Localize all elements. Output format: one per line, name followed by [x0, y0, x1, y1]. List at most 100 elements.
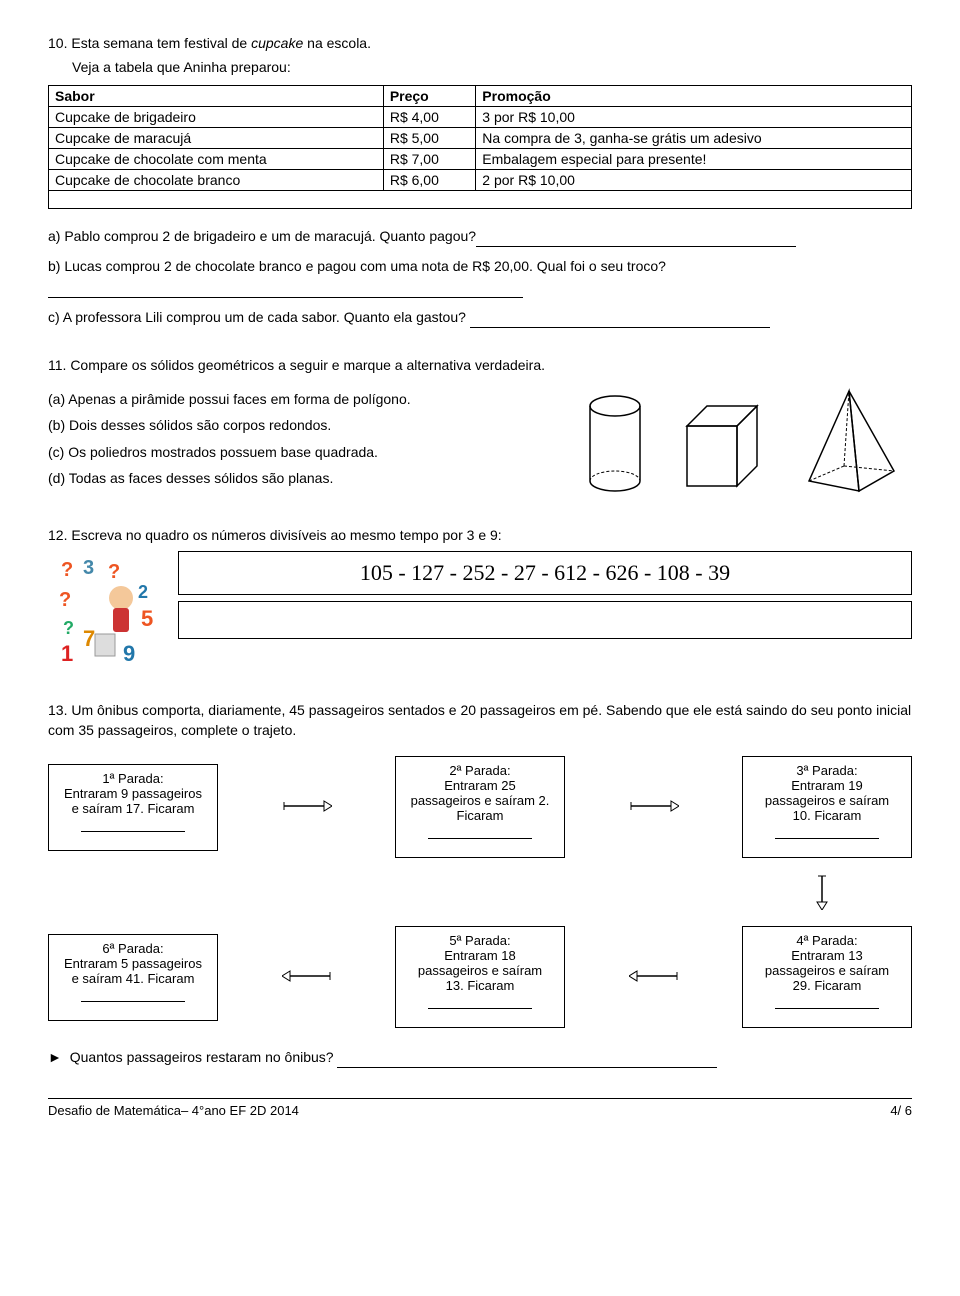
table-row: Cupcake de brigadeiro R$ 4,00 3 por R$ 1…	[49, 107, 912, 128]
svg-text:?: ?	[108, 561, 120, 583]
table-row: Cupcake de chocolate com menta R$ 7,00 E…	[49, 149, 912, 170]
parada-title: 3ª Parada:	[755, 763, 899, 778]
cell: Cupcake de chocolate branco	[49, 170, 384, 191]
table-row: Cupcake de maracujá R$ 5,00 Na compra de…	[49, 128, 912, 149]
parada-body: Entraram 13 passageiros e saíram 29. Fic…	[755, 948, 899, 993]
q10-b: b) Lucas comprou 2 de chocolate branco e…	[48, 257, 912, 277]
q11-row: (a) Apenas a pirâmide possui faces em fo…	[48, 386, 912, 506]
q12-title: 12. Escreva no quadro os números divisív…	[48, 526, 912, 546]
blank-line[interactable]	[337, 1054, 717, 1068]
cell: R$ 4,00	[383, 107, 475, 128]
q11-opt-d[interactable]: (d) Todas as faces desses sólidos são pl…	[48, 465, 572, 492]
cell: 2 por R$ 10,00	[476, 170, 912, 191]
svg-text:?: ?	[59, 589, 71, 611]
pyramid-icon	[794, 386, 904, 506]
q13-final: ► Quantos passageiros restaram no ônibus…	[48, 1048, 912, 1068]
table-empty-row	[49, 191, 912, 209]
parada-3: 3ª Parada: Entraram 19 passageiros e saí…	[742, 756, 912, 858]
parada-4: 4ª Parada: Entraram 13 passageiros e saí…	[742, 926, 912, 1028]
parada-body: Entraram 25 passageiros e saíram 2. Fica…	[408, 778, 552, 823]
q10-title-italic: cupcake	[251, 35, 303, 51]
cube-icon	[667, 391, 777, 501]
cell: Cupcake de brigadeiro	[49, 107, 384, 128]
cell: Embalagem especial para presente!	[476, 149, 912, 170]
q12-boxes: 105 - 127 - 252 - 27 - 612 - 626 - 108 -…	[178, 551, 912, 645]
q10-c: c) A professora Lili comprou um de cada …	[48, 308, 912, 328]
cell: R$ 5,00	[383, 128, 475, 149]
q11-shapes	[572, 386, 912, 506]
blank-line[interactable]	[775, 997, 879, 1009]
page-footer: Desafio de Matemática– 4°ano EF 2D 2014 …	[48, 1098, 912, 1118]
cell: R$ 6,00	[383, 170, 475, 191]
svg-text:2: 2	[138, 582, 148, 602]
cupcake-table: Sabor Preço Promoção Cupcake de brigadei…	[48, 85, 912, 209]
cell: 3 por R$ 10,00	[476, 107, 912, 128]
parada-title: 1ª Parada:	[61, 771, 205, 786]
arrow-down-icon	[812, 874, 832, 910]
q10-title-a: 10. Esta semana tem festival de	[48, 35, 251, 51]
parada-body: Entraram 9 passageiros e saíram 17. Fica…	[61, 786, 205, 816]
q10-a-text: a) Pablo comprou 2 de brigadeiro e um de…	[48, 228, 476, 244]
blank-line[interactable]	[48, 280, 523, 298]
parada-6: 6ª Parada: Entraram 5 passageiros e saír…	[48, 934, 218, 1021]
parada-title: 4ª Parada:	[755, 933, 899, 948]
parada-title: 6ª Parada:	[61, 941, 205, 956]
cell: Na compra de 3, ganha-se grátis um adesi…	[476, 128, 912, 149]
blank-line[interactable]	[476, 233, 796, 247]
q11-title: 11. Compare os sólidos geométricos a seg…	[48, 356, 912, 376]
q12-row: ? 3 ? 2 ? 5 ? 7 1 9 105 - 127 - 252 - 27…	[48, 551, 912, 671]
q10-title: 10. Esta semana tem festival de cupcake …	[48, 34, 912, 54]
svg-text:5: 5	[141, 606, 153, 631]
cylinder-icon	[580, 391, 650, 501]
svg-text:9: 9	[123, 641, 135, 666]
q10-a: a) Pablo comprou 2 de brigadeiro e um de…	[48, 227, 912, 247]
blank-line[interactable]	[470, 314, 770, 328]
table-header-row: Sabor Preço Promoção	[49, 86, 912, 107]
svg-text:7: 7	[83, 626, 95, 651]
arrow-left-icon	[282, 966, 332, 989]
parada-body: Entraram 18 passageiros e saíram 13. Fic…	[408, 948, 552, 993]
parada-1: 1ª Parada: Entraram 9 passageiros e saír…	[48, 764, 218, 851]
parada-title: 2ª Parada:	[408, 763, 552, 778]
th-sabor: Sabor	[49, 86, 384, 107]
q11-opt-b[interactable]: (b) Dois desses sólidos são corpos redon…	[48, 412, 572, 439]
q11-opt-a[interactable]: (a) Apenas a pirâmide possui faces em fo…	[48, 386, 572, 413]
footer-right: 4/ 6	[890, 1103, 912, 1118]
blank-line[interactable]	[428, 997, 532, 1009]
q10-title-c: na escola.	[303, 35, 371, 51]
th-promo: Promoção	[476, 86, 912, 107]
q13-final-text: Quantos passageiros restaram no ônibus?	[70, 1049, 334, 1065]
svg-text:1: 1	[61, 641, 73, 666]
parada-body: Entraram 19 passageiros e saíram 10. Fic…	[755, 778, 899, 823]
triangle-icon: ►	[48, 1049, 62, 1065]
q10-c-text: c) A professora Lili comprou um de cada …	[48, 309, 466, 325]
parada-2: 2ª Parada: Entraram 25 passageiros e saí…	[395, 756, 565, 858]
q11-opt-c[interactable]: (c) Os poliedros mostrados possuem base …	[48, 439, 572, 466]
blank-line[interactable]	[428, 827, 532, 839]
svg-text:?: ?	[63, 618, 74, 638]
paradas-row-1: 1ª Parada: Entraram 9 passageiros e saír…	[48, 756, 912, 858]
arrow-right-icon	[282, 796, 332, 819]
svg-text:?: ?	[61, 559, 73, 581]
th-preco: Preço	[383, 86, 475, 107]
cell: R$ 7,00	[383, 149, 475, 170]
kid-numbers-icon: ? 3 ? 2 ? 5 ? 7 1 9	[48, 551, 168, 671]
parada-body: Entraram 5 passageiros e saíram 41. Fica…	[61, 956, 205, 986]
cell: Cupcake de chocolate com menta	[49, 149, 384, 170]
arrow-left-icon	[629, 966, 679, 989]
cell: Cupcake de maracujá	[49, 128, 384, 149]
parada-5: 5ª Parada: Entraram 18 passageiros e saí…	[395, 926, 565, 1028]
parada-title: 5ª Parada:	[408, 933, 552, 948]
arrow-down-container	[48, 874, 912, 910]
footer-left: Desafio de Matemática– 4°ano EF 2D 2014	[48, 1103, 299, 1118]
blank-line[interactable]	[81, 990, 185, 1002]
answer-box[interactable]	[178, 601, 912, 639]
q10-subtitle: Veja a tabela que Aninha preparou:	[72, 58, 912, 78]
blank-line[interactable]	[775, 827, 879, 839]
q11-options: (a) Apenas a pirâmide possui faces em fo…	[48, 386, 572, 506]
blank-line[interactable]	[81, 820, 185, 832]
arrow-right-icon	[629, 796, 679, 819]
numbers-box: 105 - 127 - 252 - 27 - 612 - 626 - 108 -…	[178, 551, 912, 595]
svg-text:3: 3	[83, 557, 94, 579]
q13-text: 13. Um ônibus comporta, diariamente, 45 …	[48, 701, 912, 740]
